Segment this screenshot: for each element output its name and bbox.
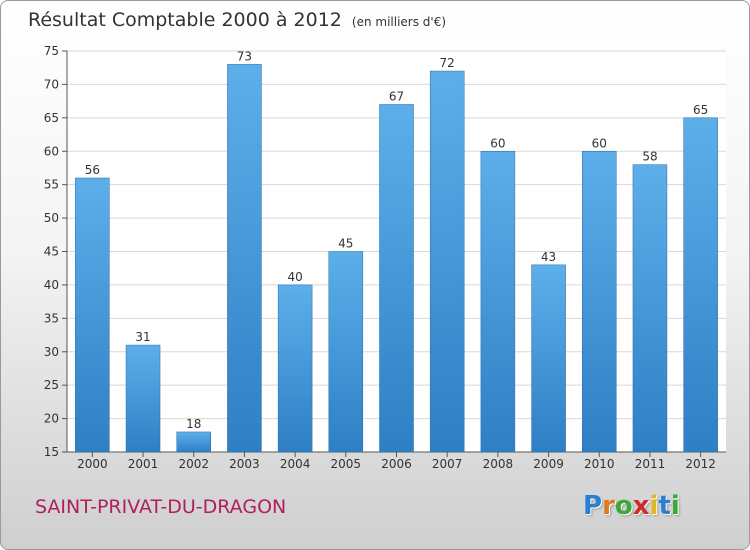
bar-value-label: 72: [440, 56, 455, 70]
bar: [75, 177, 110, 453]
x-tick-label: 2002: [178, 457, 209, 471]
bar: [582, 151, 617, 453]
bar: [531, 264, 566, 453]
logo-letter: r: [602, 491, 615, 521]
x-tick-label: 2003: [229, 457, 260, 471]
proxiti-logo: Proxiti: [583, 491, 680, 521]
y-tick-label: 35: [44, 311, 59, 325]
bar: [429, 70, 465, 453]
y-tick-label: 70: [44, 77, 59, 91]
x-tick-label: 2005: [331, 457, 362, 471]
bar-value-label: 18: [186, 417, 201, 431]
x-tick-label: 2001: [128, 457, 159, 471]
bar: [277, 284, 313, 453]
y-tick-label: 50: [44, 211, 59, 225]
logo-letter: t: [658, 491, 671, 521]
bar-value-label: 45: [338, 237, 353, 251]
bar: [379, 104, 414, 453]
bar-value-label: 31: [135, 330, 150, 344]
logo-letter: i: [670, 491, 680, 521]
y-tick-label: 75: [44, 44, 59, 58]
bar: [125, 344, 161, 453]
y-tick-label: 65: [44, 111, 59, 125]
logo-letter: i: [649, 491, 659, 521]
chart-title-text: Résultat Comptable 2000 à 2012: [28, 9, 342, 31]
logo-letter: o: [614, 491, 633, 521]
y-tick-label: 25: [44, 378, 59, 392]
x-tick-label: 2007: [432, 457, 463, 471]
bar-value-label: 65: [693, 103, 708, 117]
x-tick-label: 2008: [483, 457, 514, 471]
y-tick-label: 60: [44, 144, 59, 158]
y-tick-label: 30: [44, 345, 59, 359]
logo-letter: P: [583, 491, 603, 521]
bar-value-label: 60: [490, 136, 505, 150]
y-tick-label: 15: [44, 445, 59, 459]
bar: [227, 64, 262, 453]
bar-value-label: 43: [541, 250, 556, 264]
x-tick-label: 2006: [381, 457, 412, 471]
bar-value-label: 56: [85, 163, 100, 177]
chart-title: Résultat Comptable 2000 à 2012 (en millie…: [28, 9, 446, 31]
x-tick-label: 2011: [635, 457, 666, 471]
bar: [480, 151, 516, 453]
logo-letter: x: [632, 491, 650, 521]
x-tick-label: 2009: [533, 457, 564, 471]
bar: [328, 251, 364, 453]
bar: [632, 164, 668, 453]
commune-name: SAINT-PRIVAT-DU-DRAGON: [35, 496, 287, 518]
bar-value-label: 60: [592, 136, 607, 150]
y-tick-label: 45: [44, 245, 59, 259]
bar: [683, 117, 718, 453]
bar-value-label: 73: [237, 49, 252, 63]
chart-unit: (en milliers d'€): [351, 15, 447, 29]
y-tick-label: 20: [44, 412, 59, 426]
x-tick-label: 2012: [685, 457, 716, 471]
bar: [176, 431, 211, 453]
y-tick-label: 55: [44, 178, 59, 192]
x-tick-label: 2000: [77, 457, 108, 471]
bar-value-label: 67: [389, 89, 404, 103]
bar-value-label: 58: [642, 150, 657, 164]
x-tick-label: 2004: [280, 457, 311, 471]
y-tick-label: 40: [44, 278, 59, 292]
bar-value-label: 40: [287, 270, 302, 284]
x-tick-label: 2010: [584, 457, 615, 471]
